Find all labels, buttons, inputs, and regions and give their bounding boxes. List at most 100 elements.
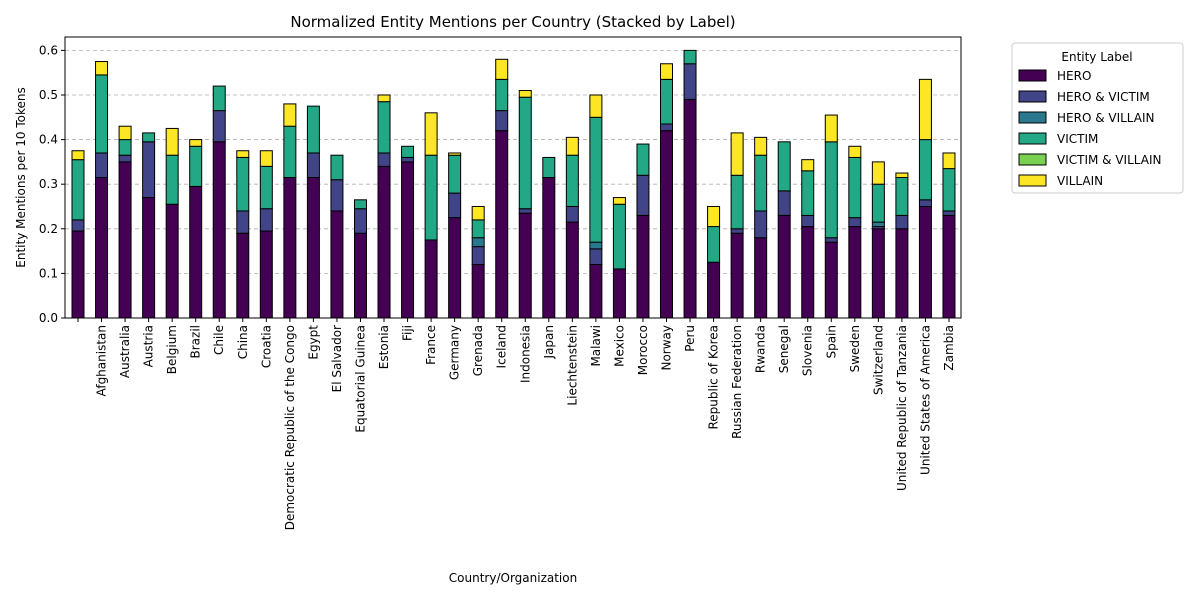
legend-swatch [1018,132,1047,145]
bar-segment [589,241,603,250]
bar-segment [471,246,485,265]
bar-segment [660,63,673,80]
x-axis-label: Country/Organization [449,571,577,585]
bar-segment [424,154,438,241]
bar-segment [942,168,956,212]
x-tick-label: Brazil [189,325,203,359]
bar-segment [353,208,367,234]
bar-segment [495,130,509,319]
bar-segment [118,125,132,141]
bar-segment [707,226,721,263]
bar-segment [918,139,932,201]
legend-label: HERO & VICTIM [1057,90,1150,104]
bar-segment [71,230,85,319]
x-axis: Afghanistan Australia Austria Belgium Brazil… [77,318,956,530]
bar-segment [165,203,179,319]
bar-segment [212,141,226,319]
bar-segment [683,98,697,319]
x-tick-label: Slovenia [801,325,815,376]
bar-segment [589,263,603,319]
x-tick-label: Croatia [259,325,273,368]
bar-segment [495,110,509,132]
bar-segment [565,221,579,319]
legend-label: VICTIM [1057,132,1098,146]
bar-segment [448,154,462,194]
bar-segment [612,197,626,205]
bar-segment [330,179,344,212]
bar-segment [165,154,179,205]
bar-segment [95,177,109,319]
bar-segment [518,208,532,214]
bar-segment [424,239,438,319]
bar-segment [918,205,932,319]
bar-segment [636,143,650,176]
bar-segment [71,159,85,221]
bar-segment [236,156,250,212]
y-tick-label: 0.0 [39,311,58,325]
legend-label: HERO & VILLAIN [1057,111,1155,125]
x-tick-label: China [236,325,250,359]
y-tick-label: 0.4 [39,133,58,147]
chart-title: Normalized Entity Mentions per Country (… [290,13,735,31]
legend-swatch [1018,174,1047,187]
y-axis-label: Entity Mentions per 10 Tokens [14,87,28,267]
x-tick-label: Democratic Republic of the Congo [283,325,297,530]
bar-segment [236,232,250,319]
bar-segment [189,185,203,319]
x-tick-label: Norway [660,325,674,371]
bar-segment [118,154,132,163]
bar-segment [895,177,909,216]
legend-label: HERO [1057,69,1091,83]
bar-segment [707,205,721,228]
bar-segment [730,132,744,176]
bar-segment [330,154,344,181]
bar-segment [495,78,509,112]
bar-segment [471,263,485,319]
bar-segment [424,112,438,156]
bar-segment [448,192,462,219]
legend-swatch [1018,111,1047,124]
bar-segment [377,101,391,154]
bar-segment [848,217,862,228]
bar-segment [754,210,768,239]
bar-segment [95,61,109,76]
bar-segment [589,94,603,118]
x-tick-label: Morocco [636,325,650,375]
bars [71,49,956,319]
legend-title: Entity Label [1061,50,1132,64]
bar-segment [165,127,179,156]
legend-swatch [1018,90,1047,103]
bar-segment [871,228,885,319]
bar-segment [212,110,226,143]
bar-segment [660,78,673,125]
bar-segment [401,161,415,319]
bar-segment [118,161,132,319]
bar-segment [71,150,85,161]
x-tick-label: Republic of Korea [707,325,721,430]
y-axis: 0.0 0.1 0.2 0.3 0.4 0.5 0.6 [39,43,65,325]
bar-segment [754,136,768,156]
bar-segment [636,174,650,216]
bar-segment [777,214,791,319]
bar-segment [565,205,579,223]
x-tick-label: Fiji [401,325,415,341]
x-tick-label: Chile [212,325,226,355]
bar-segment [848,145,862,158]
bar-segment [942,210,956,216]
bar-segment [283,125,297,179]
x-tick-label: Grenada [471,325,485,376]
bar-segment [471,219,485,239]
bar-segment [848,226,862,319]
bar-segment [730,174,744,230]
bar-segment [306,105,320,154]
legend-label: VICTIM & VILLAIN [1057,153,1161,167]
bar-segment [801,159,815,172]
bar-segment [518,212,532,319]
bar-segment [871,221,885,228]
bar-segment [824,241,838,319]
legend-items: HERO HERO & VICTIM HERO & VILLAIN VICTIM VIC… [1018,69,1161,188]
bar-segment [824,237,838,243]
bar-segment [565,136,579,156]
bar-segment [353,199,367,210]
bar-segment [801,170,815,216]
